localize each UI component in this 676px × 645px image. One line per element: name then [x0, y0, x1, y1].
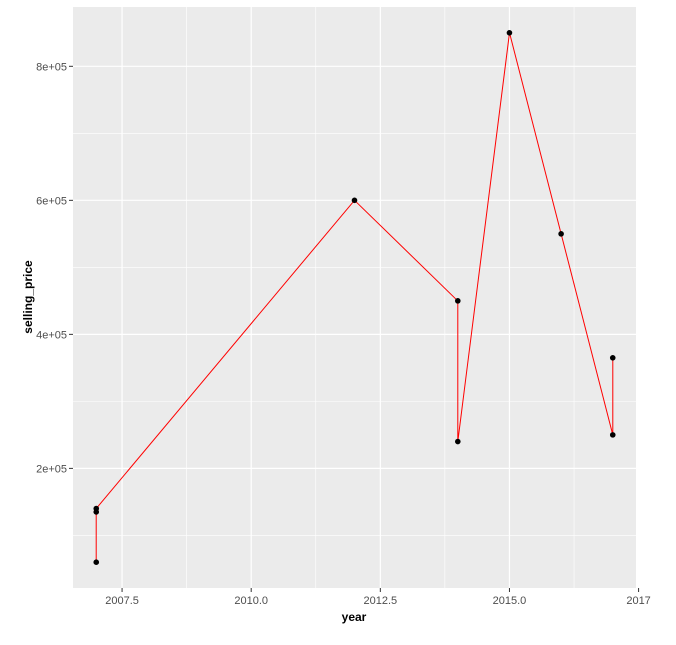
- y-tick-label: 8e+05: [36, 61, 67, 73]
- data-marks: [93, 29, 616, 566]
- data-point: [351, 197, 358, 204]
- data-point: [93, 559, 100, 566]
- data-point: [455, 438, 461, 445]
- x-tick-label: 2010.0: [234, 595, 268, 607]
- data-point: [609, 432, 616, 438]
- x-tick-labels: 2007.5 2010.0 2012.5 2015.0 2017: [105, 595, 651, 607]
- x-axis-title: year: [342, 610, 367, 624]
- data-point: [506, 29, 513, 36]
- y-tick-label: 4e+05: [36, 329, 67, 341]
- major-gridlines: [73, 7, 636, 588]
- minor-gridlines: [73, 7, 636, 588]
- data-point: [609, 355, 616, 361]
- y-axis-title: selling_price: [21, 260, 35, 334]
- axis-ticks: [69, 65, 640, 592]
- plot-panel: [73, 7, 636, 588]
- x-tick-label: 2017: [626, 595, 650, 607]
- x-tick-label: 2012.5: [363, 595, 397, 607]
- y-tick-label: 6e+05: [36, 195, 67, 207]
- y-tick-label: 2e+05: [36, 463, 67, 475]
- x-tick-label: 2015.0: [493, 595, 527, 607]
- data-point: [455, 298, 461, 304]
- data-point: [558, 231, 564, 237]
- x-tick-label: 2007.5: [105, 595, 139, 607]
- data-point: [93, 505, 100, 512]
- y-tick-labels: 2e+05 4e+05 6e+05 8e+05: [36, 61, 67, 475]
